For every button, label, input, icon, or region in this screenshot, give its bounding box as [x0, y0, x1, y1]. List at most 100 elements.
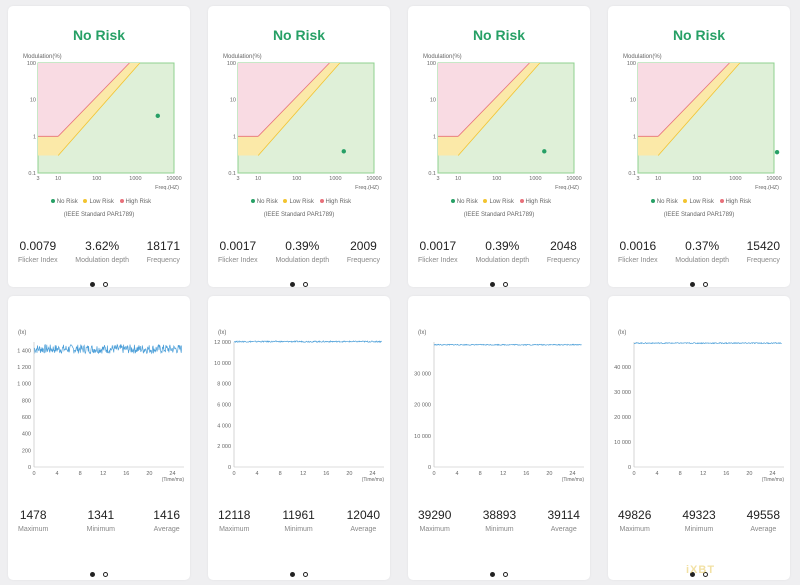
x-tick-label: 20	[346, 471, 352, 477]
x-tick-label: 100	[92, 176, 101, 182]
stat-value: 39114	[547, 508, 580, 522]
page-indicator[interactable]	[608, 276, 790, 294]
y-axis-label: Modulation(%)	[223, 54, 262, 60]
page-dot-active[interactable]	[490, 572, 495, 578]
y-tick-label: 2 000	[217, 444, 231, 450]
illuminance-card-1: (lx) 1 400 1 200 1 000 800 600 400 200 0 0 4 8 12 16 2…	[8, 296, 190, 580]
page-indicator[interactable]	[408, 276, 590, 294]
page-dot[interactable]	[503, 572, 508, 578]
legend-high-risk: High Risk	[525, 199, 552, 205]
no-risk-dot-icon	[450, 199, 455, 204]
legend-no-risk: No Risk	[56, 199, 78, 205]
page-dot-active[interactable]	[690, 282, 695, 288]
risk-status: No Risk	[472, 27, 526, 43]
y-tick-label: 100	[27, 61, 36, 67]
average-stat: 49558 Average	[747, 508, 780, 533]
standard-label: (IEEE Standard PAR1789)	[263, 212, 335, 218]
low-risk-dot-icon	[83, 199, 88, 204]
stat-value: 0.37%	[685, 239, 720, 253]
legend-high-risk: High Risk	[325, 199, 352, 205]
illuminance-stats: 49826 Maximum 49323 Minimum 49558 Average	[608, 508, 790, 533]
page-dot[interactable]	[103, 282, 108, 288]
page-dot-active[interactable]	[290, 572, 295, 578]
high-risk-dot-icon	[119, 199, 124, 204]
page-dot[interactable]	[303, 282, 308, 288]
y-tick-label: 0.1	[628, 171, 636, 177]
chart-legend: No Risk Low Risk High Risk	[8, 199, 190, 205]
page-dot-active[interactable]	[90, 572, 95, 578]
x-axis-label: (Time/ms)	[562, 477, 585, 483]
modulation-depth-stat: 0.39% Modulation depth	[275, 239, 329, 264]
stat-value: 49558	[746, 508, 780, 522]
y-tick-label: 40 000	[614, 365, 631, 371]
page-indicator[interactable]	[8, 566, 190, 584]
page-indicator[interactable]	[208, 276, 390, 294]
page-dot-active[interactable]	[90, 282, 95, 288]
page-indicator[interactable]	[208, 566, 390, 584]
illuminance-series-line	[433, 343, 582, 346]
x-tick-label: 0	[32, 471, 35, 477]
flicker-stats: 0.0079 Flicker Index 3.62% Modulation dept…	[8, 239, 190, 264]
page-dot-active[interactable]	[490, 282, 495, 288]
average-stat: 1416 Average	[153, 508, 180, 533]
x-tick-label: 4	[256, 471, 259, 477]
x-tick-label: 4	[456, 471, 459, 477]
illuminance-stats: 12118 Maximum 11961 Minimum 12040 Average	[208, 508, 390, 533]
low-risk-boundary	[257, 62, 341, 156]
y-axis-label: Modulation(%)	[623, 54, 662, 60]
legend-low-risk: Low Risk	[289, 199, 314, 205]
illuminance-series-line	[233, 340, 382, 343]
page-dot[interactable]	[703, 572, 708, 578]
page-dot[interactable]	[703, 282, 708, 288]
legend-high-risk: High Risk	[725, 199, 752, 205]
page-dot-active[interactable]	[290, 282, 295, 288]
illuminance-chart: (lx) 12 000 10 000 8 000 6 000 4 000 2 000 00 4 8…	[214, 330, 384, 483]
y-tick-label: 1 000	[17, 382, 31, 388]
y-axis-label: Modulation(%)	[23, 54, 62, 60]
y-axis-label: Modulation(%)	[423, 54, 462, 60]
y-tick-label: 200	[22, 448, 31, 454]
frequency-stat: 2048 Frequency	[547, 239, 580, 264]
high-risk-zone	[638, 63, 730, 137]
x-tick-label: 1000	[329, 176, 341, 182]
stat-label: Frequency	[546, 257, 580, 264]
page-dot[interactable]	[503, 282, 508, 288]
flicker-card-3: No Risk Modulation(%) 100 10 1 0.1 3 10 100 1000…	[408, 6, 590, 288]
x-tick-label: 8	[279, 471, 282, 477]
low-risk-dot-icon	[683, 199, 688, 204]
page-dot-active[interactable]	[690, 572, 695, 578]
flicker-stats: 0.0016 Flicker Index 0.37% Modulation dept…	[608, 239, 790, 264]
stat-value: 0.0016	[619, 239, 657, 253]
illuminance-series-line	[33, 343, 183, 355]
risk-status: No Risk	[72, 27, 126, 43]
y-tick-label: 0	[28, 465, 31, 471]
y-tick-label: 100	[227, 61, 236, 67]
x-tick-label: 0	[232, 471, 235, 477]
stat-label: Minimum	[684, 526, 714, 533]
flicker-stats: 0.0017 Flicker Index 0.39% Modulation dept…	[408, 239, 590, 264]
illuminance-stats: 39290 Maximum 38893 Minimum 39114 Average	[408, 508, 590, 533]
y-tick-label: 30 000	[614, 390, 631, 396]
flicker-index-stat: 0.0079 Flicker Index	[18, 239, 58, 264]
y-tick-label: 10 000	[614, 440, 631, 446]
x-tick-label: 10000	[366, 176, 381, 182]
x-tick-label: 1000	[129, 176, 141, 182]
legend-no-risk: No Risk	[256, 199, 278, 205]
page-indicator[interactable]	[608, 566, 790, 584]
y-tick-label: 0.1	[428, 171, 436, 177]
flicker-index-stat: 0.0017 Flicker Index	[218, 239, 258, 264]
page-dot[interactable]	[103, 572, 108, 578]
y-tick-label: 0.1	[28, 171, 36, 177]
stat-value: 0.0079	[19, 239, 57, 253]
x-tick-label: 12	[100, 471, 106, 477]
x-tick-label: 10	[655, 176, 661, 182]
page-indicator[interactable]	[408, 566, 590, 584]
legend-no-risk: No Risk	[456, 199, 478, 205]
stat-label: Maximum	[219, 526, 250, 533]
page-indicator[interactable]	[8, 276, 190, 294]
x-axis-label: Freq.(HZ)	[555, 185, 579, 191]
illuminance-chart: (lx) 30 000 20 000 10 000 00 4 8 12 16 20 24(Time/…	[414, 330, 585, 483]
page-dot[interactable]	[303, 572, 308, 578]
